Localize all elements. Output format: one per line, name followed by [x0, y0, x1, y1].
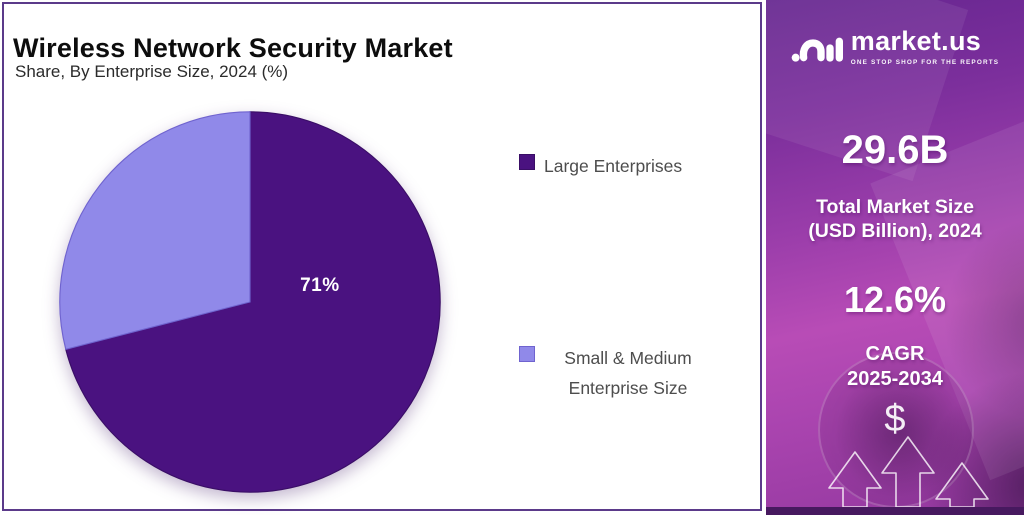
brand-logo: market.us ONE STOP SHOP FOR THE REPORTS: [766, 26, 1024, 68]
market-size-value: 29.6B: [841, 128, 949, 172]
market-size-label: Total Market Size (USD Billion), 2024: [766, 196, 1024, 244]
pie-value-label: 71%: [300, 275, 340, 297]
dollar-icon: $: [884, 398, 906, 440]
brand-name: market.us: [850, 26, 982, 56]
legend-marker-small-medium-icon: [519, 346, 535, 362]
cagr-value: 12.6%: [843, 279, 947, 320]
chart-title: Wireless Network Security Market: [13, 33, 453, 64]
sidebar-bottom-bar: [766, 507, 1024, 515]
growth-arrows-icon: [828, 436, 989, 507]
chart-panel: Wireless Network Security Market Share, …: [2, 2, 762, 511]
legend-item-large-enterprises[interactable]: Large Enterprises: [519, 152, 682, 182]
legend-marker-large-enterprises-icon: [519, 154, 535, 170]
legend-item-small-medium[interactable]: Small & Medium Enterprise Size: [519, 344, 712, 404]
pie-chart[interactable]: 71%: [56, 108, 444, 496]
chart-subtitle: Share, By Enterprise Size, 2024 (%): [15, 62, 289, 81]
cagr-label-line2: 2025-2034: [847, 368, 943, 390]
brand-sidebar: market.us ONE STOP SHOP FOR THE REPORTS …: [766, 0, 1024, 515]
legend-label-large-enterprises: Large Enterprises: [544, 156, 683, 176]
cagr-label-line1: CAGR: [865, 343, 925, 365]
market-size-label-line2: (USD Billion), 2024: [808, 219, 982, 242]
pie-svg: [59, 111, 441, 493]
legend-label-small-medium: Small & Medium Enterprise Size: [564, 348, 692, 398]
pie-slice-1[interactable]: [59, 111, 251, 350]
brand-tagline: ONE STOP SHOP FOR THE REPORTS: [850, 59, 1000, 66]
market-size-label-line1: Total Market Size: [816, 196, 974, 218]
pie-slice-0[interactable]: [65, 111, 441, 493]
market-us-logo-icon: [791, 37, 843, 62]
cagr-label: CAGR 2025-2034: [766, 342, 1024, 392]
brand-text: market.us ONE STOP SHOP FOR THE REPORTS: [850, 26, 1000, 67]
